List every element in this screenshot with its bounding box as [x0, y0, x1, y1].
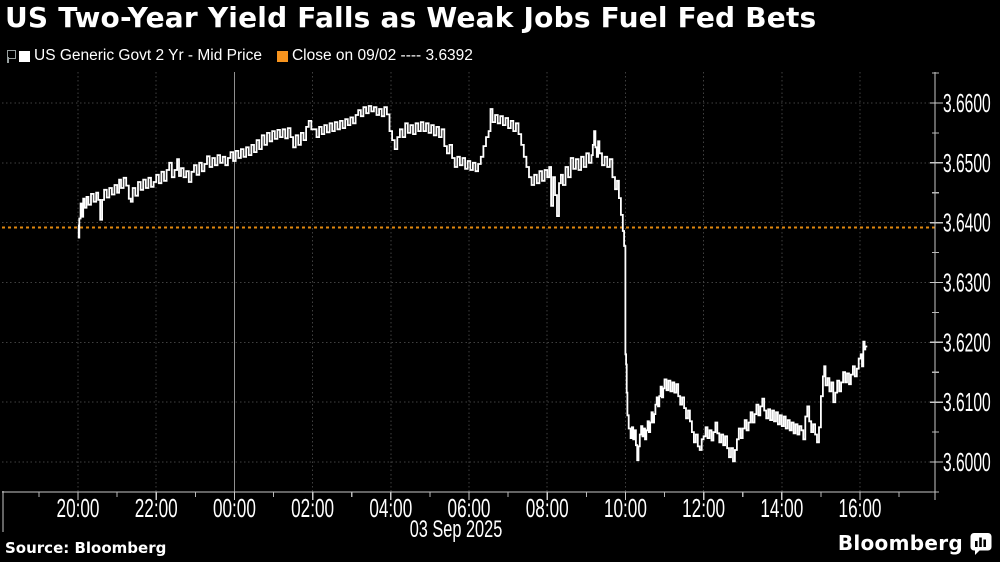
bloomberg-logo: Bloomberg: [838, 531, 992, 555]
y-tick-label: 3.6500: [943, 149, 991, 178]
bloomberg-logo-icon: [970, 532, 992, 555]
y-tick-label: 3.6100: [943, 388, 991, 417]
y-tick-label: 3.6600: [943, 89, 991, 118]
chart-title: US Two-Year Yield Falls as Weak Jobs Fue…: [5, 1, 817, 34]
x-axis-date-label: 03 Sep 2025: [410, 516, 503, 543]
x-tick-label: 10:00: [604, 493, 647, 523]
y-tick-label: 3.6300: [943, 268, 991, 297]
x-tick-label: 06:00: [448, 493, 491, 523]
x-tick-label: 14:00: [760, 493, 803, 523]
price-series-line: [77, 105, 868, 463]
close-legend-label[interactable]: Close on 09/02 ---- 3.6392: [291, 47, 473, 64]
source-label: Source: Bloomberg: [5, 539, 167, 557]
y-tick-label: 3.6400: [943, 209, 991, 238]
legend-key-icon[interactable]: [4, 48, 17, 64]
y-tick-label: 3.6000: [943, 448, 991, 477]
x-tick-label: 00:00: [213, 493, 256, 523]
x-tick-label: 12:00: [682, 493, 725, 523]
series-marker-icon: [19, 50, 30, 62]
y-tick-label: 3.6200: [943, 328, 991, 357]
chart-legend: US Generic Govt 2 Yr - Mid Price Close o…: [4, 47, 473, 65]
close-marker-icon: [276, 50, 288, 62]
series-legend-label[interactable]: US Generic Govt 2 Yr - Mid Price: [34, 47, 262, 64]
x-tick-label: 04:00: [369, 493, 412, 523]
x-tick-label: 08:00: [526, 493, 569, 523]
x-tick-label: 22:00: [135, 493, 178, 523]
x-tick-label: 20:00: [57, 493, 100, 523]
x-tick-label: 16:00: [839, 493, 882, 523]
x-tick-label: 02:00: [291, 493, 334, 523]
bloomberg-logo-text: Bloomberg: [837, 531, 963, 555]
